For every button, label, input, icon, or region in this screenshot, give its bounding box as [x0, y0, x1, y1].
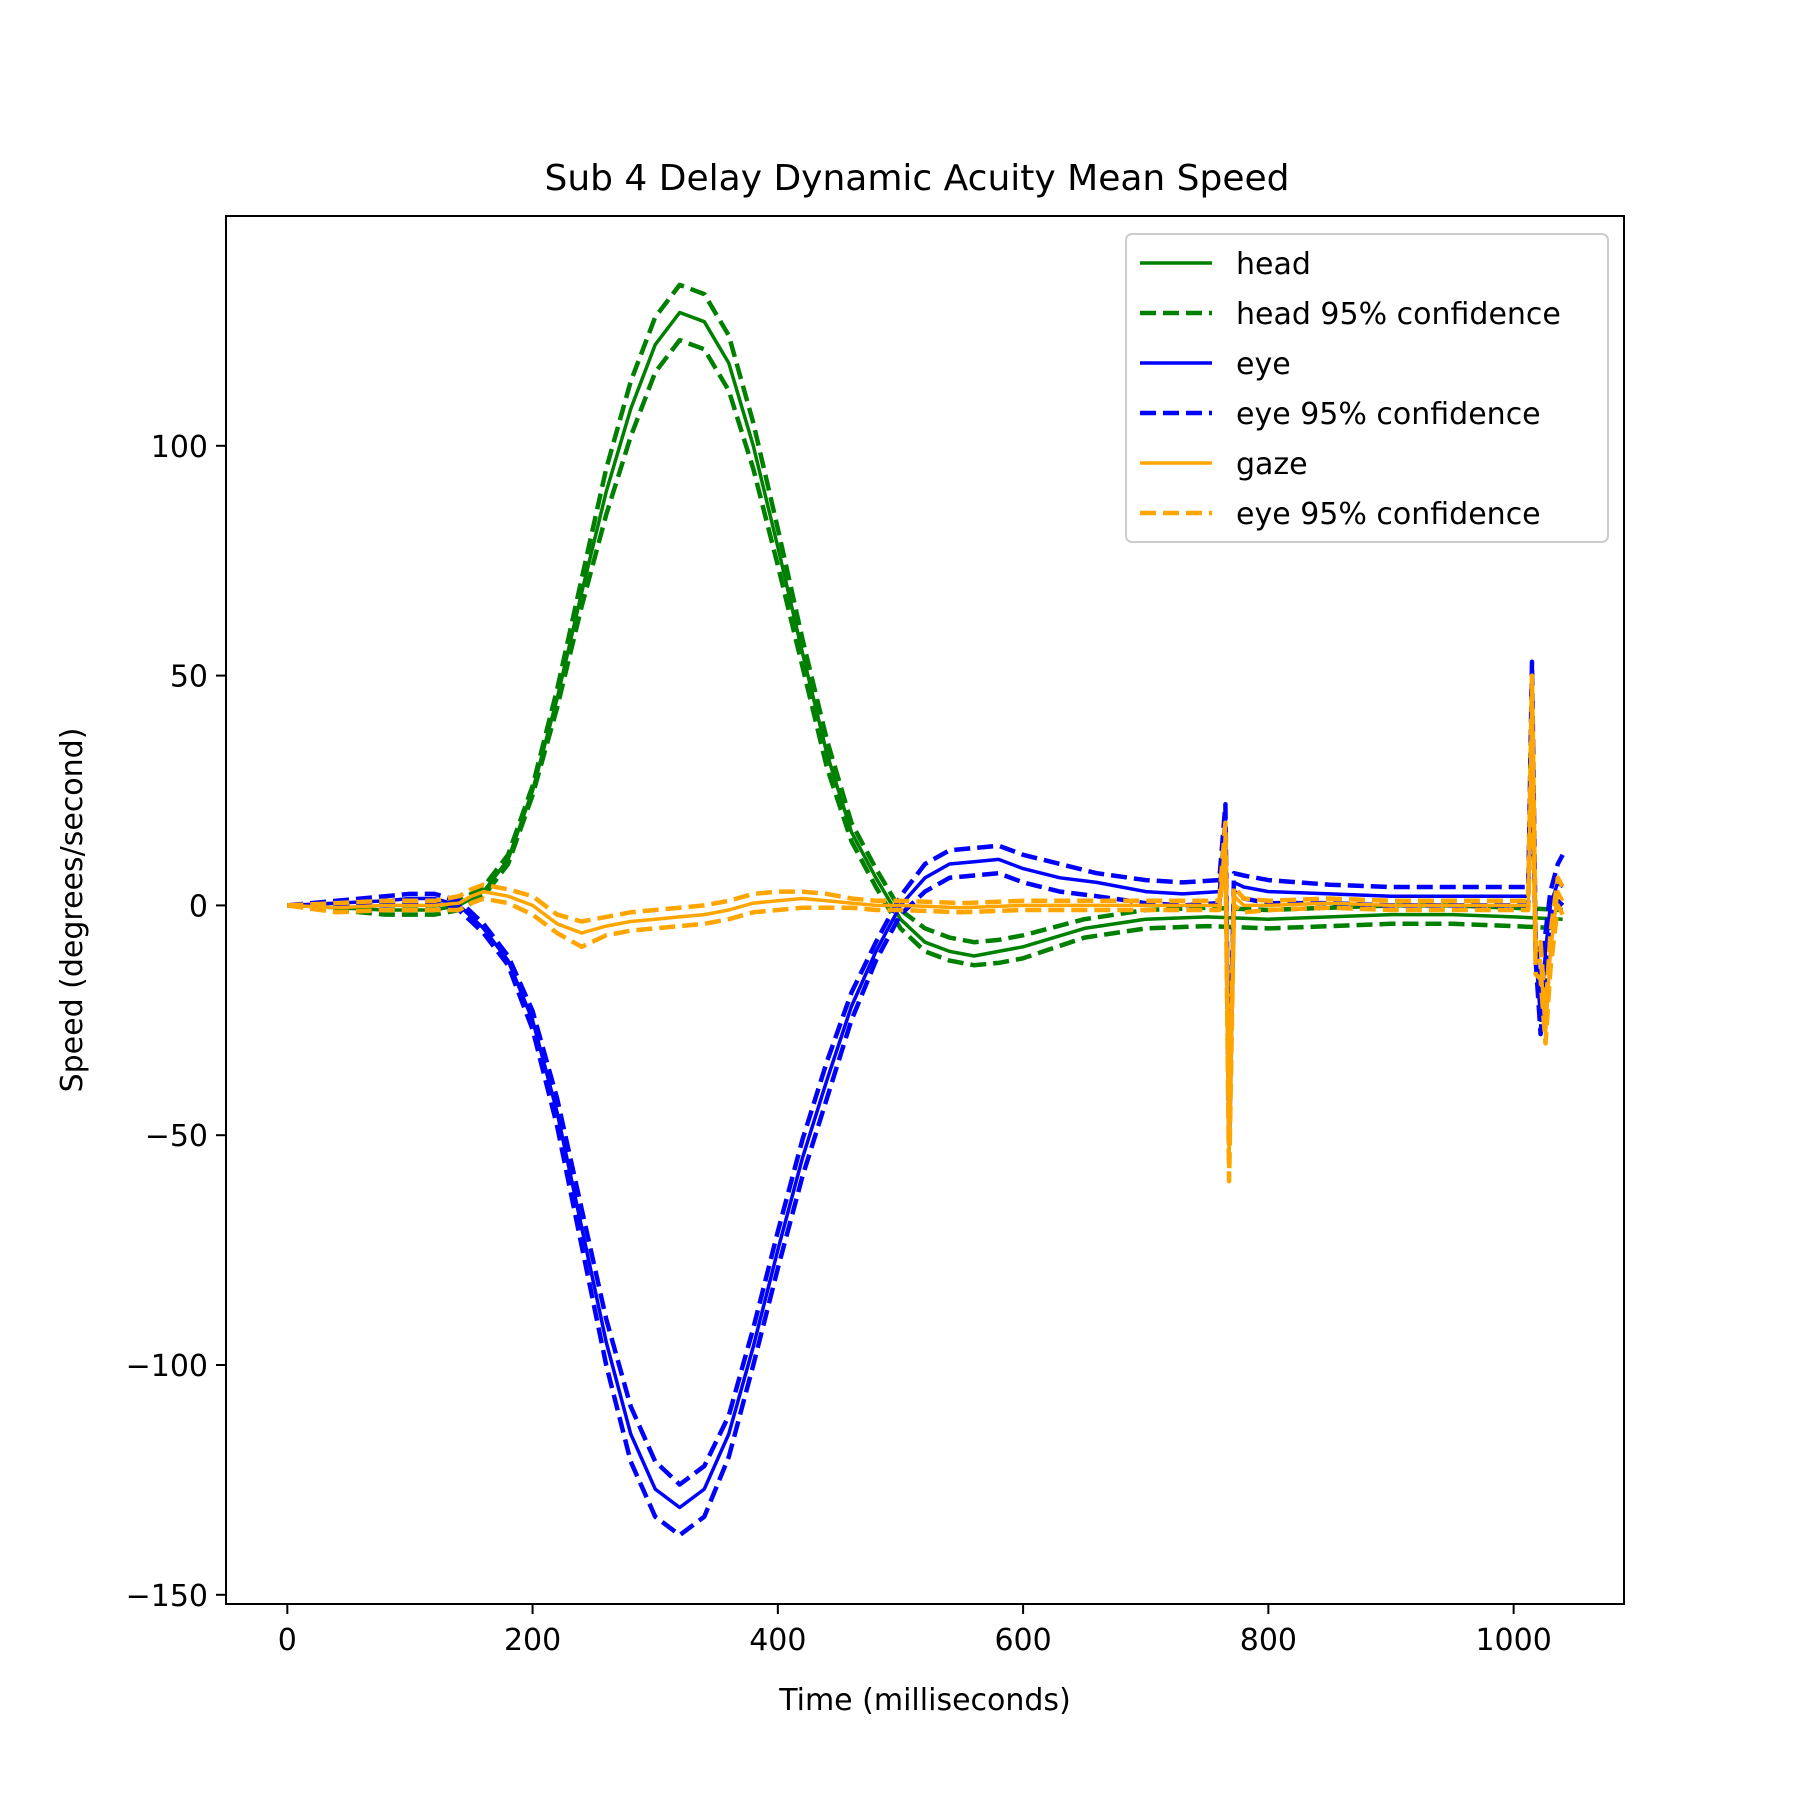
x-axis: 0 200 400 600 800 1000 [278, 1604, 1552, 1658]
chart-title: Sub 4 Delay Dynamic Acuity Mean Speed [544, 158, 1289, 199]
series-line-head-95-confidence-1 [287, 282, 1563, 945]
y-tick-label: 100 [151, 430, 208, 465]
series-line-head-95-confidence-2 [287, 337, 1563, 968]
x-tick-label: 1000 [1475, 1623, 1551, 1658]
x-tick-label: 600 [994, 1623, 1051, 1658]
y-tick-label: −150 [126, 1579, 208, 1614]
series-line-eye-95-confidence-7 [287, 673, 1565, 1147]
x-tick-label: 800 [1240, 1623, 1297, 1658]
legend-label-eye-95-confidence: eye 95% confidence [1236, 497, 1541, 532]
series-line-eye-3 [287, 696, 1564, 1510]
x-axis-label: Time (milliseconds) [778, 1683, 1071, 1718]
legend-label-eye-95-confidence: eye 95% confidence [1236, 397, 1541, 432]
legend: head head 95% confidence eye eye 95% confid… [1125, 233, 1609, 543]
y-axis-label: Speed (degrees/second) [55, 728, 90, 1093]
plot-frame [225, 215, 1625, 1605]
y-axis: −150 −100 −50 0 50 100 [126, 430, 226, 1614]
x-tick-label: 400 [749, 1623, 806, 1658]
series-line-eye-95-confidence-8 [286, 700, 1565, 1184]
series-line-eye-95-confidence-5 [287, 728, 1565, 1538]
y-tick-label: 0 [189, 889, 208, 924]
legend-label-head-95-confidence: head 95% confidence [1236, 297, 1561, 332]
x-tick-label: 200 [504, 1623, 561, 1658]
legend-label-eye: eye [1236, 347, 1291, 382]
y-tick-label: −50 [145, 1119, 208, 1154]
y-tick-label: 50 [170, 660, 208, 695]
legend-label-gaze: gaze [1236, 447, 1308, 482]
series-line-eye-95-confidence-4 [287, 659, 1565, 1487]
legend-label-head: head [1236, 247, 1311, 282]
x-tick-label: 0 [278, 1623, 297, 1658]
plot-lines [286, 282, 1565, 1538]
legend-box [1125, 233, 1609, 543]
y-tick-label: −100 [126, 1349, 208, 1384]
series-line-gaze-6 [287, 683, 1565, 1160]
